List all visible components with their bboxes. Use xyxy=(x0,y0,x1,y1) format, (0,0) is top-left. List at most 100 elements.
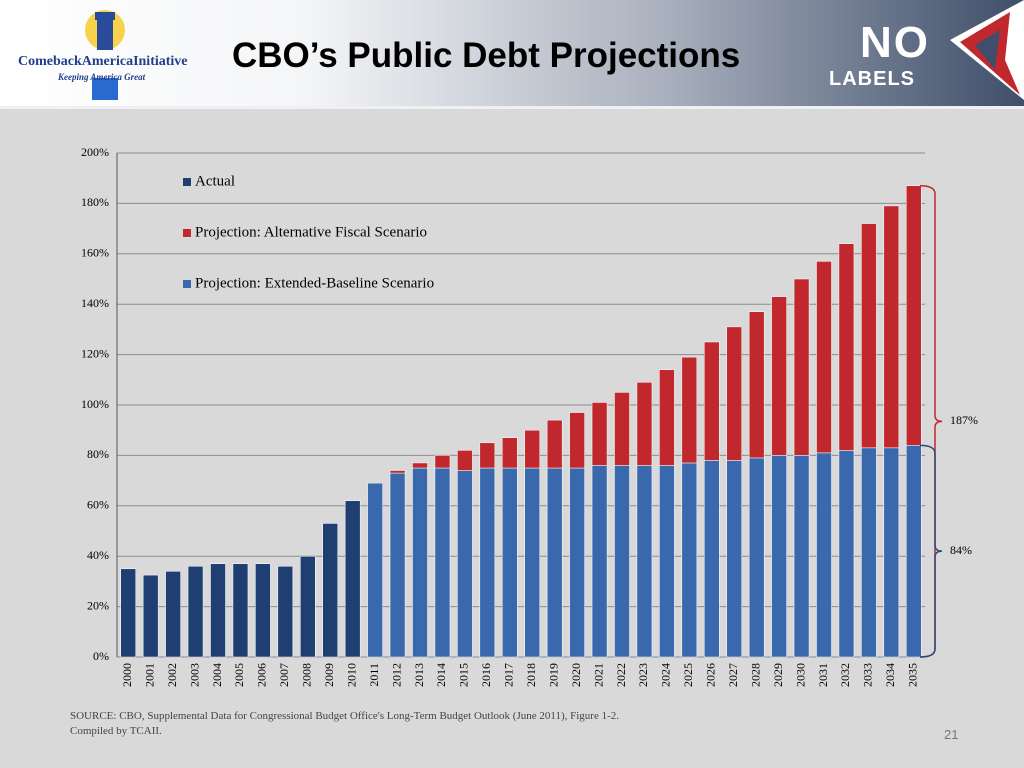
x-tick-label: 2012 xyxy=(389,663,403,687)
bar-segment xyxy=(546,467,563,658)
bar-segment xyxy=(210,563,226,658)
bar-segment xyxy=(479,467,496,658)
x-tick-label: 2017 xyxy=(502,663,516,687)
bar-segment xyxy=(614,392,630,466)
x-tick-label: 2010 xyxy=(344,663,358,687)
bar-segment xyxy=(614,465,630,658)
bar-segment xyxy=(704,460,720,658)
x-tick-label: 2022 xyxy=(614,663,628,687)
x-tick-label: 2028 xyxy=(748,663,762,687)
legend-swatch xyxy=(183,178,191,186)
page-number: 21 xyxy=(944,727,959,742)
logo-text: NO xyxy=(860,18,930,67)
bar-segment xyxy=(838,450,855,658)
bar-segment xyxy=(906,445,922,658)
bar-segment xyxy=(659,369,675,466)
x-tick-label: 2034 xyxy=(883,663,897,687)
legend-label: Projection: Alternative Fiscal Scenario xyxy=(195,224,427,240)
x-tick-label: 2025 xyxy=(681,663,695,687)
header-bar: CBO’s Public Debt Projections ComebackAm… xyxy=(0,0,1024,109)
bar-segment xyxy=(636,382,653,466)
logo-text: LABELS xyxy=(829,68,915,90)
bar-segment xyxy=(681,356,698,464)
y-tick-label: 40% xyxy=(87,548,109,562)
legend-label: Projection: Extended-Baseline Scenario xyxy=(195,275,434,291)
bar-segment xyxy=(793,455,810,658)
y-tick-label: 60% xyxy=(87,498,109,512)
annotation-label: 187% xyxy=(950,413,978,427)
bar-segment xyxy=(569,412,585,469)
bar-segment xyxy=(524,429,540,469)
x-tick-label: 2032 xyxy=(838,663,852,687)
x-tick-label: 2007 xyxy=(277,663,291,687)
x-tick-label: 2002 xyxy=(165,663,179,687)
bar-segment xyxy=(232,563,249,658)
legend-swatch xyxy=(183,280,191,288)
bar-segment xyxy=(412,462,428,469)
bar-segment xyxy=(546,419,563,469)
bar-segment xyxy=(569,467,585,658)
lighthouse-logo xyxy=(85,10,125,100)
legend-label: Actual xyxy=(195,173,235,189)
bar-segment xyxy=(883,205,900,449)
y-tick-label: 100% xyxy=(81,397,109,411)
bar-segment xyxy=(457,450,473,471)
bar-segment xyxy=(816,261,832,454)
x-tick-label: 2031 xyxy=(816,663,830,687)
bar-segment xyxy=(479,442,496,469)
bar-segment xyxy=(591,402,608,466)
bar-segment xyxy=(412,467,428,658)
y-tick-label: 200% xyxy=(81,145,109,159)
x-tick-label: 2011 xyxy=(367,663,381,687)
bar-segment xyxy=(255,563,271,658)
y-tick-label: 0% xyxy=(93,649,109,663)
y-tick-label: 140% xyxy=(81,296,109,310)
x-tick-label: 2008 xyxy=(300,663,314,687)
bar-segment xyxy=(434,455,451,469)
bar-segment xyxy=(838,243,855,451)
bar-segment xyxy=(861,223,877,449)
bar-segment xyxy=(322,523,338,658)
bar-segment xyxy=(816,452,832,658)
bar-segment xyxy=(142,574,159,658)
y-tick-label: 20% xyxy=(87,598,109,612)
x-tick-label: 2030 xyxy=(793,663,807,687)
x-tick-label: 2001 xyxy=(142,663,156,687)
bar-segment xyxy=(883,447,900,658)
source-note: SOURCE: CBO, Supplemental Data for Congr… xyxy=(70,709,619,739)
x-tick-label: 2035 xyxy=(906,663,920,687)
slide-title: CBO’s Public Debt Projections xyxy=(232,36,741,75)
bar-segment xyxy=(300,555,316,658)
x-tick-label: 2005 xyxy=(232,663,246,687)
bar-segment xyxy=(861,447,877,658)
x-tick-label: 2020 xyxy=(569,663,583,687)
annotation-label: 84% xyxy=(950,543,972,557)
bar-segment xyxy=(187,566,204,658)
y-tick-label: 80% xyxy=(87,447,109,461)
x-tick-label: 2018 xyxy=(524,663,538,687)
bar-segment xyxy=(591,465,608,658)
bar-segment xyxy=(277,566,294,658)
x-tick-label: 2015 xyxy=(457,663,471,687)
bar-segment xyxy=(704,341,720,461)
x-tick-label: 2016 xyxy=(479,663,493,687)
bar-segment xyxy=(906,185,922,446)
bar-segment xyxy=(771,296,787,456)
x-tick-label: 2019 xyxy=(546,663,560,687)
x-tick-label: 2014 xyxy=(434,663,448,687)
bar-segment xyxy=(502,437,518,469)
x-tick-label: 2013 xyxy=(412,663,426,687)
brace xyxy=(919,444,943,658)
y-tick-label: 120% xyxy=(81,346,109,360)
x-tick-label: 2004 xyxy=(210,663,224,687)
bar-segment xyxy=(636,465,653,658)
bar-segment xyxy=(726,326,742,461)
x-tick-label: 2009 xyxy=(322,663,336,687)
bar-segment xyxy=(681,462,698,658)
x-tick-label: 2006 xyxy=(255,663,269,687)
bar-segment xyxy=(165,571,181,658)
x-tick-label: 2000 xyxy=(120,663,134,687)
bar-segment xyxy=(771,455,787,658)
x-tick-label: 2024 xyxy=(659,663,673,687)
